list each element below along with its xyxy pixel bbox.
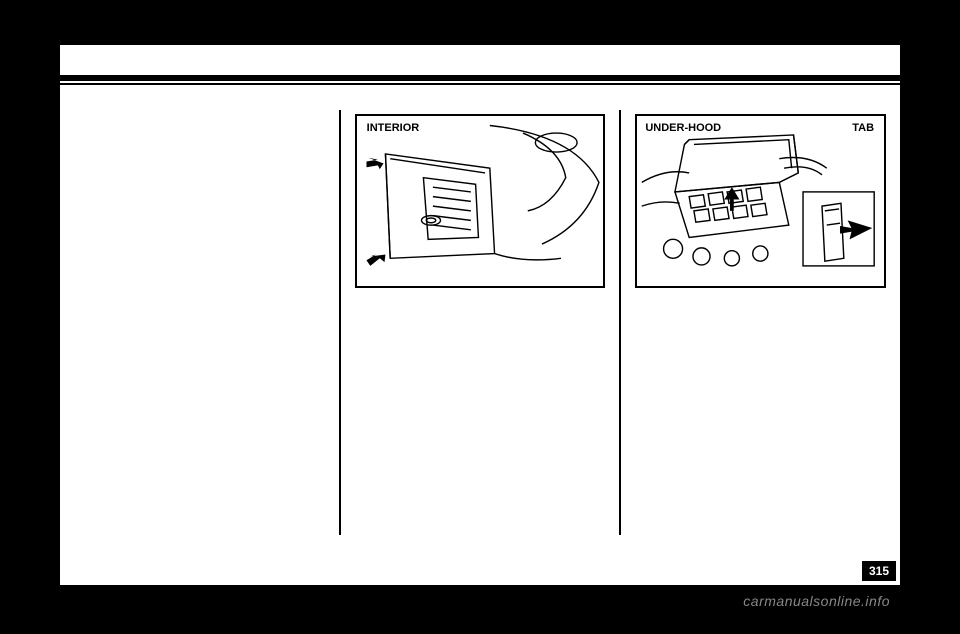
- figure-underhood-art: [637, 116, 884, 277]
- figure-underhood-label: UNDER-HOOD: [645, 122, 721, 134]
- page-number-badge: 315: [862, 561, 896, 581]
- figure-underhood: UNDER-HOOD TAB: [635, 114, 886, 288]
- content-columns: INTERIOR: [60, 100, 900, 545]
- header-rule-thin: [60, 83, 900, 85]
- column-1: [60, 100, 339, 545]
- figure-interior: INTERIOR: [355, 114, 606, 288]
- figure-interior-art: [357, 116, 604, 277]
- column-2: INTERIOR: [341, 100, 620, 545]
- figure-tab-label: TAB: [852, 122, 874, 134]
- figure-interior-label: INTERIOR: [367, 122, 420, 134]
- watermark-text: carmanualsonline.info: [743, 593, 890, 609]
- page-number: 315: [869, 564, 889, 578]
- manual-page: INTERIOR: [60, 45, 900, 585]
- column-3: UNDER-HOOD TAB: [621, 100, 900, 545]
